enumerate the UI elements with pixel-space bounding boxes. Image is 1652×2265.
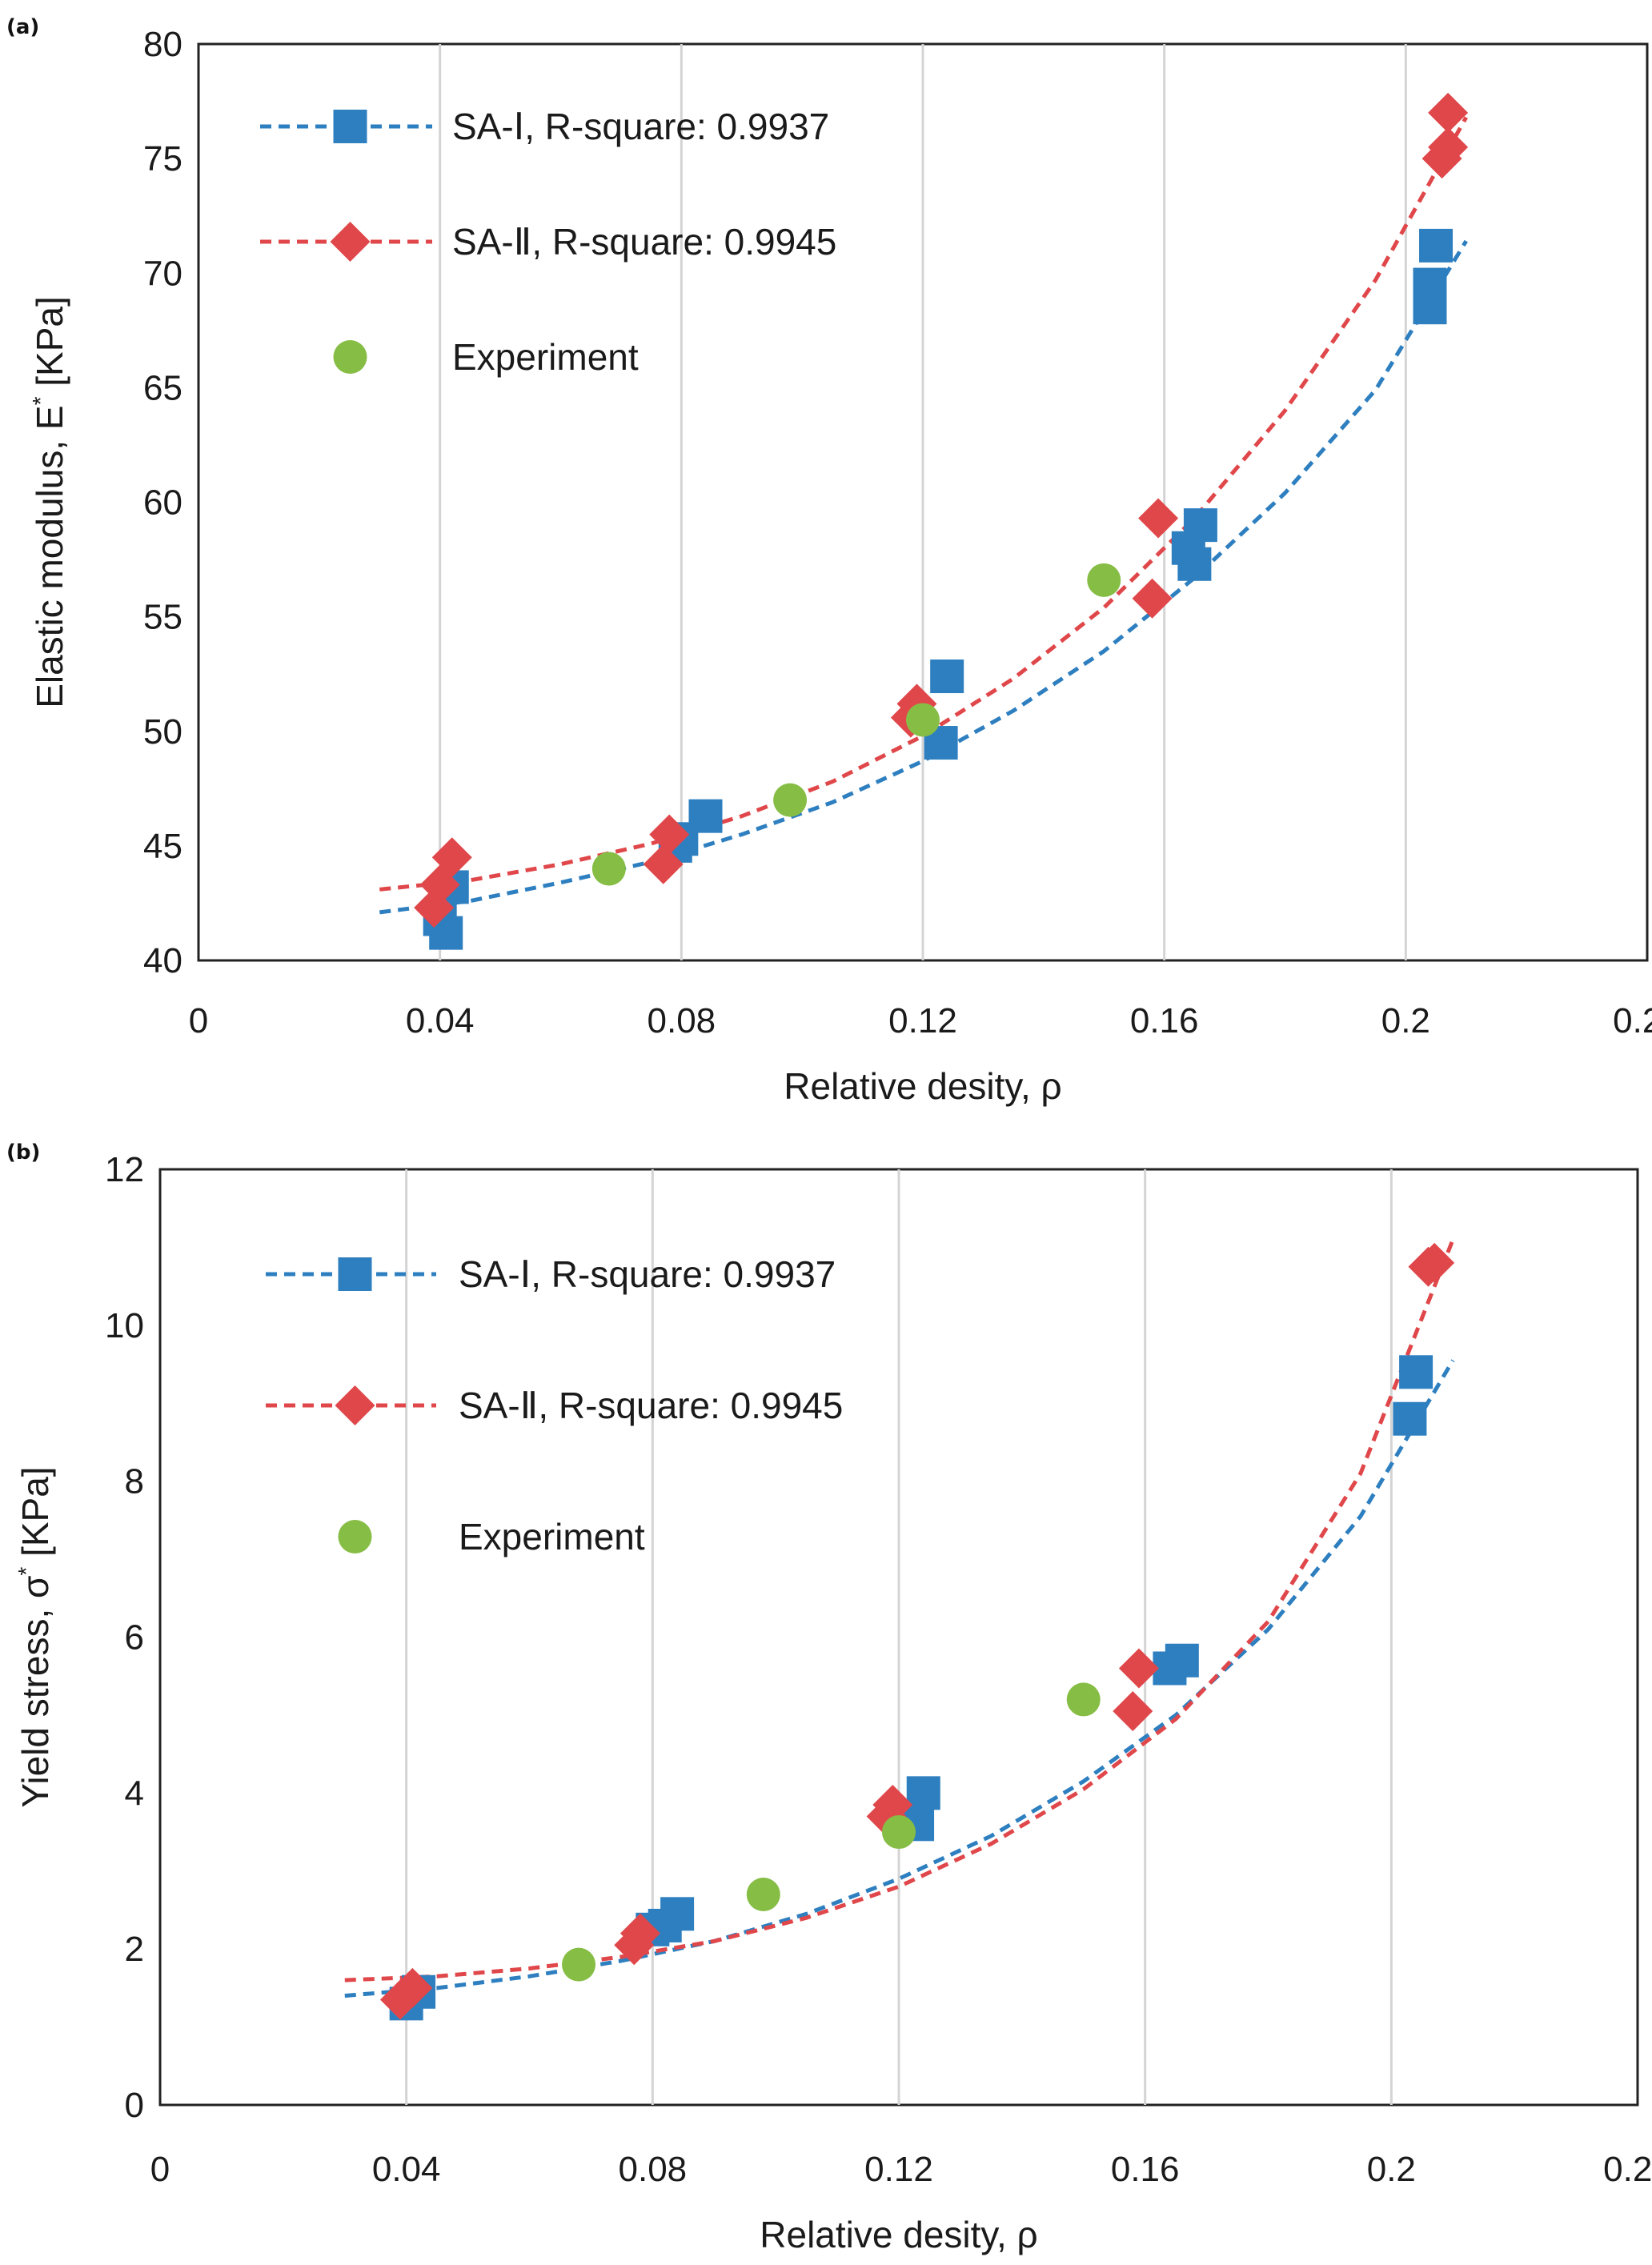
y-tick-label: 6 (125, 1618, 144, 1658)
y-axis-title-superscript: * (14, 1567, 38, 1576)
x-tick-label: 0.08 (648, 1001, 716, 1040)
fit-curve-diamond (344, 1238, 1455, 1982)
y-tick-label: 75 (143, 139, 182, 178)
fit-curve-diamond (379, 116, 1468, 892)
legend-marker-circle (333, 340, 367, 374)
data-point-diamond (1132, 578, 1173, 619)
data-point-circle (591, 852, 626, 886)
legend-label: Experiment (459, 1516, 645, 1557)
y-tick-label: 8 (125, 1462, 144, 1501)
data-point-diamond (1428, 92, 1469, 133)
legend-marker-circle (338, 1520, 372, 1553)
data-point-square (906, 1776, 940, 1810)
y-tick-label: 10 (105, 1306, 144, 1345)
data-point-square (1177, 547, 1212, 581)
data-point-square (1399, 1355, 1433, 1389)
chart-panel-a: (a) 0 0.04 0.08 0.12 0.16 0.2 0.24 40 45 50 55 60 65 7… (6, 15, 1652, 1107)
x-tick-label: 0.04 (406, 1001, 475, 1040)
y-tick-label: 55 (143, 598, 182, 637)
x-tick-label: 0.24 (1613, 1001, 1652, 1040)
data-point-square (1413, 267, 1447, 302)
data-point-square (1419, 228, 1454, 263)
x-tick-label: 0 (189, 1001, 208, 1040)
data-point-circle (882, 1815, 916, 1850)
x-tick-label: 0.08 (619, 2150, 688, 2189)
data-point-diamond (1138, 498, 1179, 539)
legend-label: SA-Ⅰ, R-square: 0.9937 (459, 1253, 836, 1295)
data-point-square (1393, 1401, 1427, 1436)
x-tick-label: 0.12 (888, 1001, 957, 1040)
x-tick-label: 0.2 (1367, 2150, 1416, 2189)
data-point-square (1183, 508, 1217, 543)
legend-label: Experiment (452, 336, 639, 378)
fit-curve-square (379, 239, 1468, 915)
data-point-circle (906, 703, 940, 737)
fit-curve-square (344, 1359, 1455, 1998)
data-point-diamond (872, 1784, 913, 1825)
y-tick-label: 50 (143, 712, 182, 752)
data-point-diamond (620, 1913, 660, 1954)
data-point-diamond (1428, 126, 1469, 167)
chart-panel-b: (b) 0 0.04 0.08 0.12 0.16 0.2 0.24 0 2 4 6 8 10 12 Rela… (6, 1141, 1652, 2255)
y-tick-label: 80 (143, 25, 182, 64)
x-tick-label: 0.16 (1130, 1001, 1199, 1040)
y-axis-title-main: Elastic modulus, E (29, 405, 70, 708)
y-axis-title: Elastic modulus, E* [KPa] (28, 296, 70, 708)
x-tick-label: 0 (150, 2150, 170, 2189)
data-point-square (1165, 1643, 1199, 1678)
legend-marker-square (333, 110, 367, 143)
data-point-diamond (649, 814, 690, 855)
legend-label: SA-Ⅱ, R-square: 0.9945 (459, 1385, 843, 1426)
data-point-square (688, 799, 723, 833)
y-tick-label: 0 (125, 2086, 144, 2125)
data-point-square (930, 659, 964, 694)
x-axis-title: Relative desity, ρ (784, 1065, 1061, 1107)
data-point-diamond (392, 1967, 433, 2008)
x-tick-label: 0.16 (1111, 2150, 1180, 2189)
data-point-square (660, 1897, 695, 1931)
y-axis-title-main: Yield stress, σ (14, 1576, 56, 1808)
y-tick-label: 40 (143, 941, 182, 980)
data-point-circle (1066, 1682, 1101, 1717)
y-tick-label: 12 (105, 1150, 144, 1189)
x-tick-label: 0.04 (372, 2150, 441, 2189)
legend-marker-diamond (335, 1385, 375, 1425)
data-point-circle (773, 783, 808, 817)
y-tick-label: 45 (143, 827, 182, 866)
y-axis-title-unit: [KPa] (29, 296, 70, 396)
legend-marker-diamond (330, 222, 371, 262)
data-point-circle (746, 1877, 780, 1911)
y-axis-title: Yield stress, σ* [KPa] (14, 1466, 56, 1807)
y-axis-title-unit: [KPa] (14, 1466, 56, 1566)
y-tick-label: 65 (143, 368, 182, 407)
data-point-diamond (431, 837, 472, 878)
y-tick-label: 70 (143, 254, 182, 293)
data-point-diamond (1118, 1648, 1159, 1689)
x-tick-label: 0.2 (1381, 1001, 1430, 1040)
panel-label: (a) (6, 15, 39, 39)
data-point-circle (1087, 563, 1121, 597)
legend-label: SA-Ⅰ, R-square: 0.9937 (452, 106, 829, 147)
legend-label: SA-Ⅱ, R-square: 0.9945 (452, 221, 836, 263)
x-tick-label: 0.12 (864, 2150, 933, 2189)
legend: SA-Ⅰ, R-square: 0.9937 SA-Ⅱ, R-square: 0.… (266, 1253, 843, 1557)
y-tick-label: 60 (143, 483, 182, 523)
panel-label: (b) (6, 1141, 40, 1165)
data-point-circle (562, 1947, 596, 1982)
legend-marker-square (338, 1257, 372, 1291)
data-point-diamond (1414, 1242, 1455, 1283)
y-tick-label: 2 (125, 1930, 144, 1969)
data-point-diamond (1113, 1691, 1153, 1732)
x-tick-label: 0.24 (1603, 2150, 1652, 2189)
data-point-diamond (643, 844, 684, 884)
y-axis-title-superscript: * (28, 396, 53, 405)
y-tick-label: 4 (125, 1774, 144, 1813)
x-axis-title: Relative desity, ρ (760, 2214, 1037, 2255)
legend: SA-Ⅰ, R-square: 0.9937 SA-Ⅱ, R-square: 0.… (260, 106, 836, 378)
